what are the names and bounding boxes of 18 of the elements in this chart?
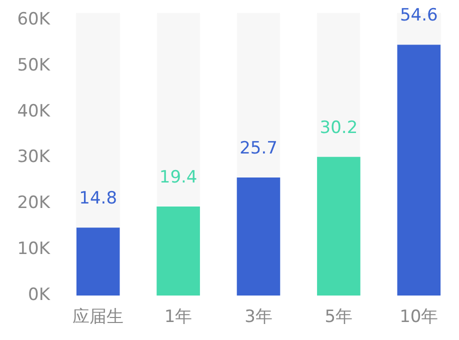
bar bbox=[76, 228, 120, 296]
data-label: 54.6 bbox=[400, 6, 438, 26]
data-label: 30.2 bbox=[320, 118, 358, 138]
x-tick-label: 3年 bbox=[244, 307, 272, 328]
y-tick-label: 10K bbox=[17, 239, 51, 260]
y-tick-label: 20K bbox=[17, 193, 51, 214]
y-tick-label: 40K bbox=[17, 101, 51, 122]
y-tick-label: 50K bbox=[17, 55, 51, 76]
y-tick-label: 60K bbox=[17, 9, 51, 30]
data-label: 14.8 bbox=[79, 188, 118, 209]
data-label: 19.4 bbox=[159, 167, 198, 188]
data-label: 25.7 bbox=[240, 138, 278, 158]
x-tick-label: 10年 bbox=[400, 307, 438, 328]
y-tick-label: 0K bbox=[28, 285, 51, 306]
x-tick-label: 1年 bbox=[164, 307, 192, 328]
x-tick-label: 应届生 bbox=[72, 307, 124, 328]
y-tick-label: 30K bbox=[17, 147, 51, 168]
x-tick-label: 5年 bbox=[324, 307, 353, 328]
